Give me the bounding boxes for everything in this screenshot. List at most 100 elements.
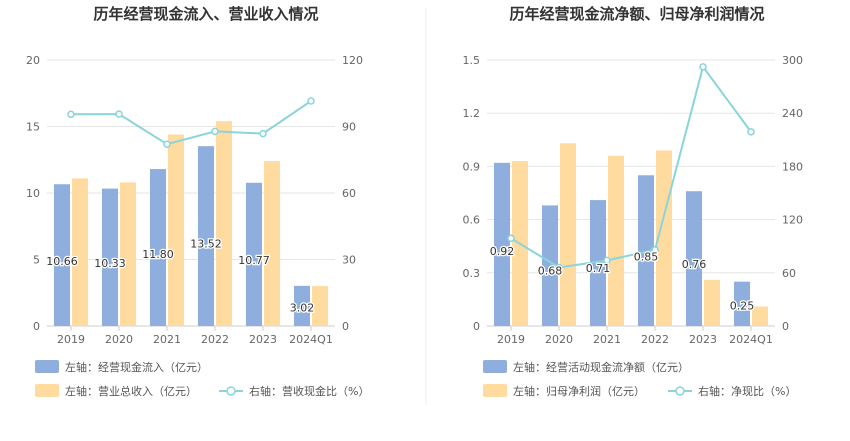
chart-1: 历年经营现金流入、营业收入情况 0 5 10 15 20 0 30 60 90 120 2019 202… [26,5,369,398]
x-axis-tick-label: 2022 [201,333,229,346]
ratio-point [747,128,755,136]
right-axis-tick: 300 [782,54,803,67]
ratio-point [507,234,515,243]
right-axis-tick: 0 [782,320,789,333]
x-axis-tick-label: 2019 [57,333,85,346]
bar-blue [150,169,166,326]
left-axis-tick: 1.5 [463,54,481,67]
bar-orange [264,161,280,326]
ratio-point [603,256,611,265]
bar-blue [734,281,750,326]
bar-data-label: 3.02 [290,302,315,315]
bar-data-label: 0.25 [730,300,755,313]
bar-orange [168,134,184,326]
left-axis-tick: 0.6 [463,214,481,227]
x-axis-tick-label: 2020 [105,333,133,346]
bar-blue [198,146,214,326]
bar-blue [102,188,118,326]
x-axis-tick-label: 2022 [641,333,669,346]
left-axis-tick: 0 [473,320,480,333]
bar-orange [608,155,624,326]
bar-blue [638,175,654,326]
legend-label: 左轴：经营活动现金流净额（亿元） [513,360,689,374]
legend-label: 左轴：归母净利润（亿元） [513,384,645,398]
ratio-point [307,97,315,105]
legend-label: 右轴：净现比（%） [698,384,796,398]
x-axis-tick-label: 2021 [153,333,181,346]
x-axis-tick-label: 2021 [593,333,621,346]
left-axis-tick: 0.3 [463,267,481,280]
left-axis-tick: 1.2 [463,107,481,120]
bar-orange [216,121,232,327]
left-axis-tick: 20 [26,54,40,67]
x-axis-tick-label: 2023 [249,333,277,346]
ratio-point [67,110,75,119]
bar-data-label: 10.33 [94,257,126,270]
x-axis-tick-label: 2024Q1 [289,333,333,346]
x-axis-tick-label: 2023 [689,333,717,346]
legend-label: 左轴：经营现金流入（亿元） [65,360,208,374]
right-axis-tick: 60 [782,267,796,280]
bar-orange [656,150,672,326]
legend-swatch-marker [675,386,685,396]
left-axis-tick: 0 [33,320,40,333]
x-axis-tick-label: 2024Q1 [729,333,773,346]
bar-orange [120,182,136,326]
bar-orange [752,306,768,326]
right-axis-tick: 0 [342,320,349,333]
bar-blue [294,285,310,326]
bar-orange [704,279,720,326]
right-axis-tick: 120 [782,214,803,227]
ratio-point [163,140,171,148]
bar-data-label: 0.85 [634,251,659,264]
legend-swatch-orange [35,384,59,397]
right-axis-tick: 60 [342,187,356,200]
right-axis-tick: 180 [782,160,803,173]
ratio-point [699,63,707,71]
legend-swatch-orange [483,384,507,397]
legend-swatch-marker [226,386,236,396]
left-axis-tick: 10 [26,187,40,200]
bar-blue [590,200,606,326]
bar-data-label: 11.80 [142,248,174,261]
bar-orange [72,178,88,326]
ratio-point [555,263,563,272]
right-axis-tick: 120 [342,54,363,67]
left-axis-tick: 5 [33,254,40,267]
bar-orange [312,286,328,326]
bar-data-label: 0.76 [682,258,707,271]
x-axis-tick-label: 2019 [497,333,525,346]
legend-label: 左轴：营业总收入（亿元） [65,384,197,398]
bar-data-label: 10.66 [46,255,78,268]
bar-blue [494,162,510,326]
bar-blue [54,184,70,326]
ratio-point [115,110,123,118]
ratio-point [211,127,219,136]
bar-blue [686,191,702,326]
ratio-point [651,246,659,254]
legend-swatch-blue [483,360,507,373]
right-axis-tick: 240 [782,107,803,120]
bar-data-label: 13.52 [190,237,222,250]
left-axis-tick: 15 [26,121,40,134]
right-axis-tick: 90 [342,121,356,134]
chart-title: 历年经营现金流净额、归母净利润情况 [509,5,764,23]
bar-data-label: 0.71 [586,262,611,275]
bar-data-label: 10.77 [238,254,270,267]
ratio-line [70,100,312,146]
chart-title: 历年经营现金流入、营业收入情况 [93,5,318,23]
legend-label: 右轴：营收现金比（%） [249,384,369,398]
right-axis-tick: 30 [342,254,356,267]
left-axis-tick: 0.9 [463,160,481,173]
ratio-point [259,129,267,138]
bar-blue [542,205,558,326]
x-axis-tick-label: 2020 [545,333,573,346]
bar-orange [560,143,576,326]
bar-data-label: 0.68 [538,265,563,278]
bar-data-label: 0.92 [490,245,515,258]
bar-blue [246,182,262,326]
ratio-line [510,64,752,269]
legend-swatch-blue [35,360,59,373]
